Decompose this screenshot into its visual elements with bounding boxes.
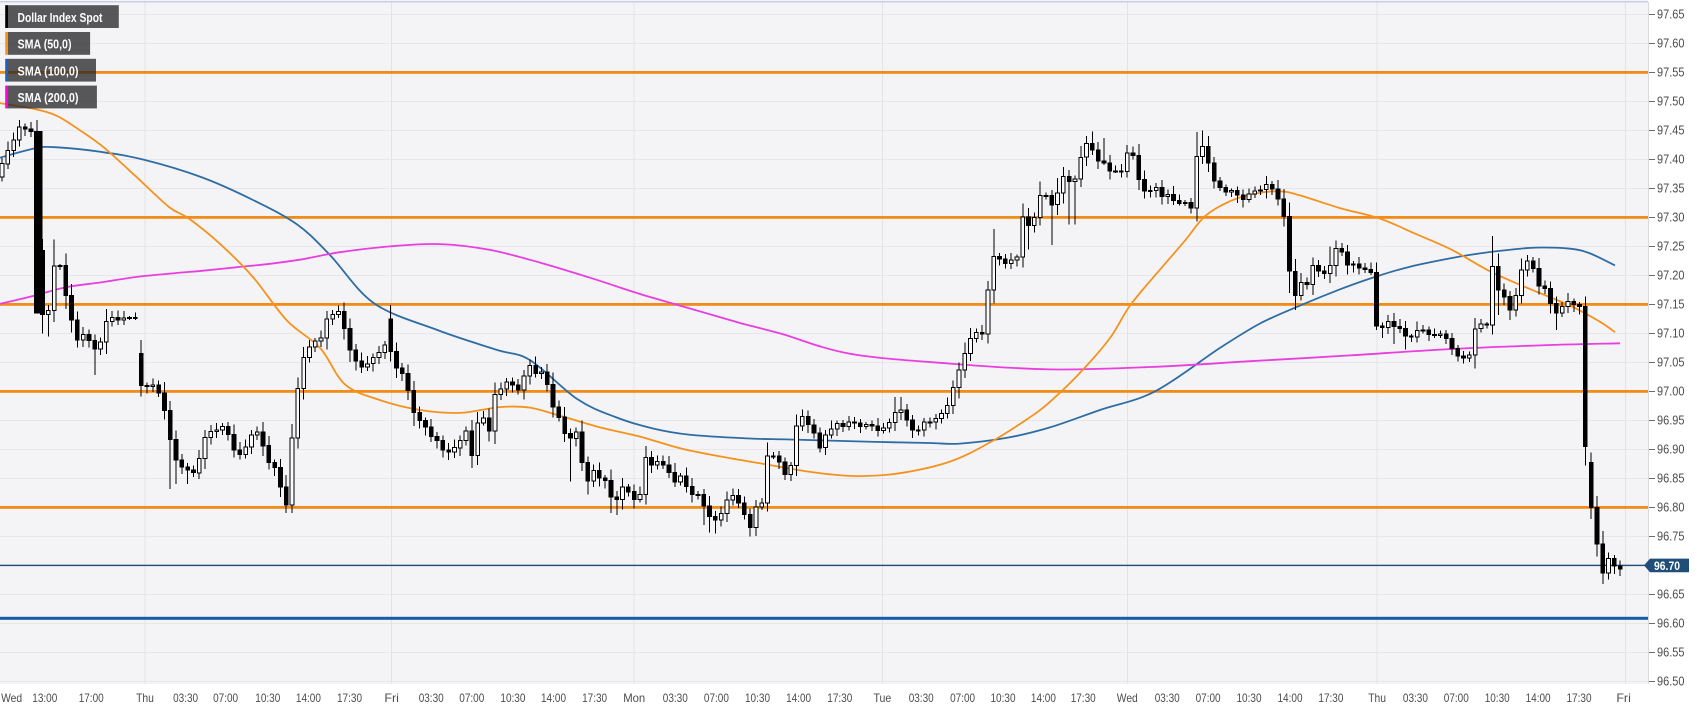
svg-text:14:00: 14:00 xyxy=(1526,691,1551,705)
svg-text:17:00: 17:00 xyxy=(79,691,104,705)
svg-text:96.65: 96.65 xyxy=(1657,588,1685,602)
svg-text:SMA (200,0): SMA (200,0) xyxy=(18,90,79,105)
svg-text:14:00: 14:00 xyxy=(296,691,321,705)
svg-text:97.35: 97.35 xyxy=(1657,182,1685,196)
svg-text:17:30: 17:30 xyxy=(1071,691,1096,705)
svg-text:17:30: 17:30 xyxy=(582,691,607,705)
svg-text:14:00: 14:00 xyxy=(541,691,566,705)
svg-text:96.85: 96.85 xyxy=(1657,472,1685,486)
svg-text:03:30: 03:30 xyxy=(909,691,934,705)
svg-text:03:30: 03:30 xyxy=(173,691,198,705)
svg-text:07:00: 07:00 xyxy=(1196,691,1221,705)
svg-text:97.25: 97.25 xyxy=(1657,240,1685,254)
svg-text:Fri: Fri xyxy=(1616,691,1631,705)
svg-text:10:30: 10:30 xyxy=(500,691,525,705)
svg-text:97.45: 97.45 xyxy=(1657,124,1685,138)
svg-text:10:30: 10:30 xyxy=(255,691,280,705)
svg-text:Tue: Tue xyxy=(874,691,892,705)
svg-text:96.55: 96.55 xyxy=(1657,646,1685,660)
svg-text:03:30: 03:30 xyxy=(663,691,688,705)
svg-text:07:00: 07:00 xyxy=(213,691,238,705)
svg-text:Dollar Index Spot: Dollar Index Spot xyxy=(18,10,103,25)
svg-text:96.90: 96.90 xyxy=(1657,443,1685,457)
svg-text:Wed: Wed xyxy=(1117,691,1138,705)
svg-text:14:00: 14:00 xyxy=(1278,691,1303,705)
svg-text:97.60: 97.60 xyxy=(1657,37,1685,51)
svg-text:07:00: 07:00 xyxy=(1444,691,1469,705)
svg-text:97.50: 97.50 xyxy=(1657,95,1685,109)
svg-text:97.20: 97.20 xyxy=(1657,269,1685,283)
svg-text:Wed: Wed xyxy=(1,691,22,705)
svg-text:17:30: 17:30 xyxy=(337,691,362,705)
svg-text:96.70: 96.70 xyxy=(1654,559,1680,573)
svg-text:17:30: 17:30 xyxy=(827,691,852,705)
svg-text:97.40: 97.40 xyxy=(1657,153,1685,167)
svg-text:97.65: 97.65 xyxy=(1657,8,1685,22)
svg-text:13:00: 13:00 xyxy=(32,691,57,705)
svg-text:07:00: 07:00 xyxy=(950,691,975,705)
svg-text:SMA (100,0): SMA (100,0) xyxy=(18,63,79,78)
svg-text:97.15: 97.15 xyxy=(1657,298,1685,312)
svg-text:10:30: 10:30 xyxy=(745,691,770,705)
svg-text:96.80: 96.80 xyxy=(1657,501,1685,515)
svg-text:10:30: 10:30 xyxy=(991,691,1016,705)
svg-text:97.00: 97.00 xyxy=(1657,385,1685,399)
svg-text:96.95: 96.95 xyxy=(1657,414,1685,428)
svg-text:Thu: Thu xyxy=(1368,691,1386,705)
svg-text:03:30: 03:30 xyxy=(1403,691,1428,705)
svg-text:03:30: 03:30 xyxy=(419,691,444,705)
svg-text:SMA (50,0): SMA (50,0) xyxy=(18,37,72,52)
svg-text:17:30: 17:30 xyxy=(1567,691,1592,705)
svg-text:97.55: 97.55 xyxy=(1657,66,1685,80)
svg-text:07:00: 07:00 xyxy=(704,691,729,705)
svg-text:17:30: 17:30 xyxy=(1318,691,1343,705)
svg-text:96.60: 96.60 xyxy=(1657,617,1685,631)
svg-text:96.50: 96.50 xyxy=(1657,675,1685,689)
svg-text:10:30: 10:30 xyxy=(1485,691,1510,705)
svg-text:Thu: Thu xyxy=(136,691,154,705)
svg-text:96.75: 96.75 xyxy=(1657,530,1685,544)
svg-text:97.30: 97.30 xyxy=(1657,211,1685,225)
svg-text:14:00: 14:00 xyxy=(1031,691,1056,705)
svg-text:97.10: 97.10 xyxy=(1657,327,1685,341)
svg-text:Fri: Fri xyxy=(384,691,399,705)
svg-text:03:30: 03:30 xyxy=(1155,691,1180,705)
svg-text:Mon: Mon xyxy=(623,691,645,705)
svg-text:10:30: 10:30 xyxy=(1237,691,1262,705)
svg-text:97.05: 97.05 xyxy=(1657,356,1685,370)
svg-text:14:00: 14:00 xyxy=(786,691,811,705)
svg-text:07:00: 07:00 xyxy=(459,691,484,705)
